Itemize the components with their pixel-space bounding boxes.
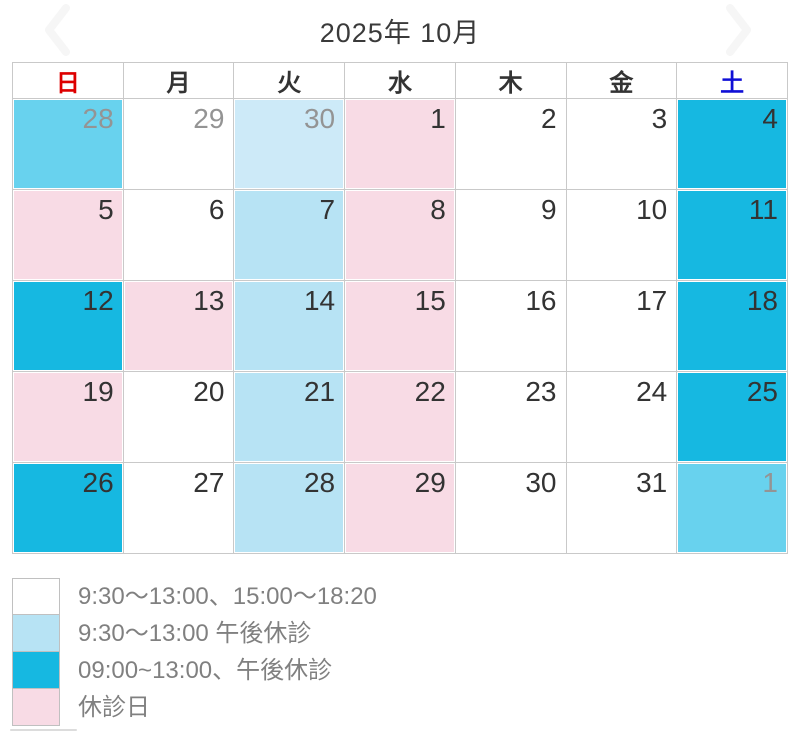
weekday-header-日: 日 (12, 62, 124, 99)
weekday-header-木: 木 (454, 62, 567, 99)
weekday-header-水: 水 (344, 62, 456, 99)
legend-label: 9:30〜13:00 午後休診 (78, 620, 312, 647)
page-bottom-divider (10, 729, 77, 731)
legend-swatch-closed (12, 688, 60, 726)
day-cell-5: 5 (12, 189, 124, 281)
legend-row-morning: 9:30〜13:00 午後休診 (12, 614, 377, 652)
day-cell-28: 28 (233, 462, 346, 554)
day-cell-12: 12 (12, 280, 124, 372)
legend-row-early: 09:00~13:00、午後休診 (12, 651, 377, 689)
day-cell-14: 14 (233, 280, 346, 372)
day-cell-29: 29 (344, 462, 456, 554)
chevron-right-icon (722, 4, 756, 62)
day-cell-15: 15 (344, 280, 456, 372)
weekday-header-金: 金 (565, 62, 678, 99)
calendar-week-row: 19 20 21 22 23 24 25 (12, 371, 788, 463)
legend-swatch-early (12, 651, 60, 689)
day-cell-4: 4 (676, 98, 788, 190)
day-cell-25: 25 (676, 371, 788, 463)
day-cell-10: 10 (565, 189, 678, 281)
day-cell-24: 24 (565, 371, 678, 463)
day-cell-1: 1 (344, 98, 456, 190)
legend-row-closed: 休診日 (12, 688, 377, 726)
day-cell-2: 2 (454, 98, 567, 190)
calendar-table: 日月火水木金土 28 29 30 1 2 3 4 5 6 7 8 9 10 11 12 13 14 15 16 17 1… (12, 62, 788, 554)
adjacent-month-day-cell-28: 28 (12, 98, 124, 190)
chevron-left-icon (40, 4, 74, 62)
day-cell-27: 27 (122, 462, 235, 554)
prev-month-button[interactable] (40, 2, 74, 58)
day-cell-23: 23 (454, 371, 567, 463)
day-cell-21: 21 (233, 371, 346, 463)
day-cell-18: 18 (676, 280, 788, 372)
day-cell-11: 11 (676, 189, 788, 281)
day-cell-30: 30 (454, 462, 567, 554)
weekday-header-row: 日月火水木金土 (12, 62, 788, 99)
day-cell-13: 13 (122, 280, 235, 372)
legend-label: 9:30〜13:00、15:00〜18:20 (78, 583, 377, 610)
weekday-header-火: 火 (233, 62, 346, 99)
day-cell-17: 17 (565, 280, 678, 372)
day-cell-22: 22 (344, 371, 456, 463)
day-cell-6: 6 (122, 189, 235, 281)
calendar-week-row: 12 13 14 15 16 17 18 (12, 280, 788, 372)
day-cell-8: 8 (344, 189, 456, 281)
next-month-button[interactable] (722, 2, 756, 58)
adjacent-month-day-cell-29: 29 (122, 98, 235, 190)
calendar-month-title: 2025年 10月 (319, 18, 481, 48)
adjacent-month-day-cell-30: 30 (233, 98, 346, 190)
day-cell-7: 7 (233, 189, 346, 281)
day-cell-3: 3 (565, 98, 678, 190)
adjacent-month-day-cell-1: 1 (676, 462, 788, 554)
day-cell-16: 16 (454, 280, 567, 372)
day-cell-26: 26 (12, 462, 124, 554)
calendar-week-row: 5 6 7 8 9 10 11 (12, 189, 788, 281)
legend-swatch-full (12, 578, 60, 615)
calendar-week-row: 26 27 28 29 30 31 1 (12, 462, 788, 554)
legend-label: 休診日 (78, 694, 150, 721)
day-cell-19: 19 (12, 371, 124, 463)
legend-row-full: 9:30〜13:00、15:00〜18:20 (12, 578, 377, 615)
legend-swatch-morning (12, 614, 60, 652)
day-cell-31: 31 (565, 462, 678, 554)
weekday-header-土: 土 (676, 62, 788, 99)
weekday-header-月: 月 (122, 62, 235, 99)
legend-label: 09:00~13:00、午後休診 (78, 657, 333, 684)
schedule-legend: 9:30〜13:00、15:00〜18:20 9:30〜13:00 午後休診 09:… (12, 578, 377, 726)
day-cell-20: 20 (122, 371, 235, 463)
day-cell-9: 9 (454, 189, 567, 281)
calendar-week-row: 28 29 30 1 2 3 4 (12, 98, 788, 190)
calendar-header: 2025年 10月 (0, 0, 800, 58)
